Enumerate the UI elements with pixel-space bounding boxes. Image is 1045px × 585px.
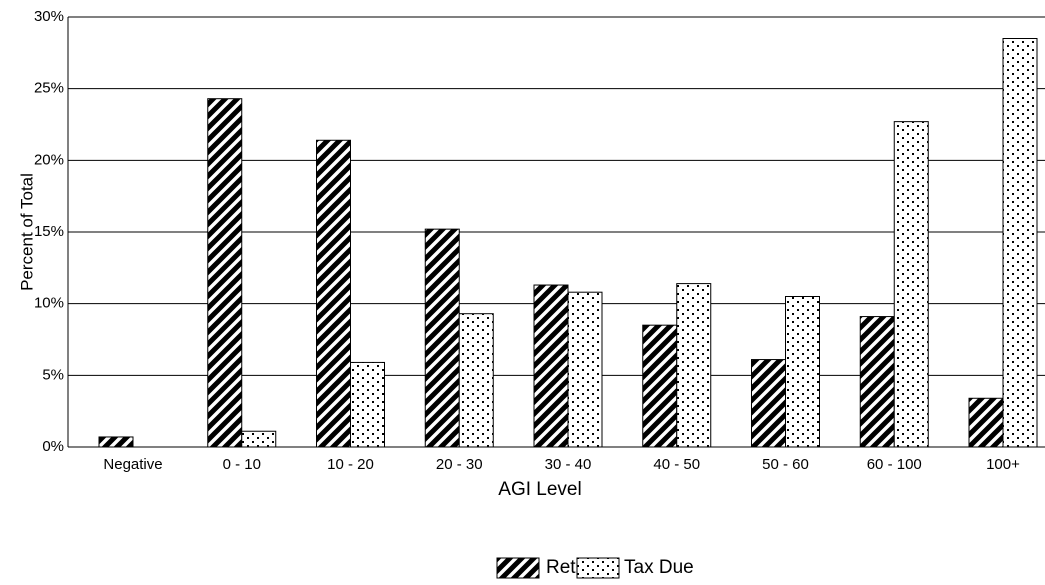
y-tick-label: 30% [34,8,64,25]
x-tick-label: 60 - 100 [867,456,922,473]
bar [458,313,494,448]
bar [893,121,929,448]
bar [785,296,820,448]
y-tick-label: 0% [42,438,64,455]
x-tick-label: 50 - 60 [762,456,809,473]
y-tick-label: 20% [34,151,64,168]
y-tick-label: 15% [34,223,64,240]
x-tick-label: 100+ [986,456,1020,473]
x-tick-label: 30 - 40 [545,456,592,473]
bar [968,397,1004,448]
bar [98,436,134,448]
y-axis-label: Percent of Total [17,173,36,291]
bar [642,324,678,448]
bar [424,228,460,448]
y-tick-label: 10% [34,295,64,312]
bar [316,139,351,448]
x-tick-label: 10 - 20 [327,456,374,473]
x-tick-label: 40 - 50 [653,456,700,473]
bar [350,361,385,448]
x-tick-label: 0 - 10 [223,456,261,473]
bar [859,316,895,448]
legend-label: Tax Due [624,557,694,578]
bar [751,359,786,448]
bar [567,291,603,448]
bar [676,283,712,448]
x-axis-label: AGI Level [498,479,581,500]
x-tick-label: Negative [103,456,162,473]
bar [1002,38,1038,448]
legend-swatch [576,557,620,579]
y-tick-label: 5% [42,366,64,383]
y-tick-label: 25% [34,80,64,97]
legend-swatch [496,557,540,579]
x-tick-label: 20 - 30 [436,456,483,473]
bar [241,430,277,448]
bar [207,98,243,448]
bar [533,284,569,448]
